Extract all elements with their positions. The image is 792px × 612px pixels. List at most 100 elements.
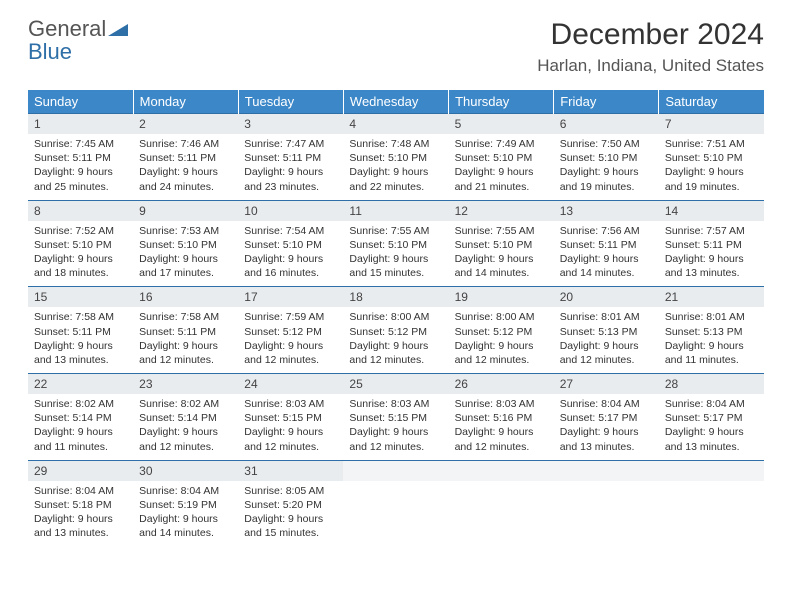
day-content-cell: Sunrise: 7:59 AMSunset: 5:12 PMDaylight:… xyxy=(238,307,343,373)
sunset-text: Sunset: 5:10 PM xyxy=(349,151,442,165)
day-number-row: 1234567 xyxy=(28,114,764,135)
day-number-cell xyxy=(659,460,764,481)
daylight-text: and 12 minutes. xyxy=(139,353,232,367)
weekday-header-row: Sunday Monday Tuesday Wednesday Thursday… xyxy=(28,90,764,114)
daylight-text: and 25 minutes. xyxy=(34,180,127,194)
day-content-cell xyxy=(659,481,764,547)
day-content-cell xyxy=(449,481,554,547)
sunrise-text: Sunrise: 7:59 AM xyxy=(244,310,337,324)
sunset-text: Sunset: 5:11 PM xyxy=(244,151,337,165)
day-content-cell: Sunrise: 8:03 AMSunset: 5:16 PMDaylight:… xyxy=(449,394,554,460)
day-content-cell: Sunrise: 8:04 AMSunset: 5:17 PMDaylight:… xyxy=(554,394,659,460)
daylight-text: Daylight: 9 hours xyxy=(560,425,653,439)
sunrise-text: Sunrise: 7:51 AM xyxy=(665,137,758,151)
day-content-cell: Sunrise: 7:58 AMSunset: 5:11 PMDaylight:… xyxy=(28,307,133,373)
day-number-cell: 11 xyxy=(343,200,448,221)
sunset-text: Sunset: 5:10 PM xyxy=(455,238,548,252)
sunset-text: Sunset: 5:12 PM xyxy=(349,325,442,339)
daylight-text: and 19 minutes. xyxy=(560,180,653,194)
daylight-text: and 14 minutes. xyxy=(139,526,232,540)
daylight-text: and 22 minutes. xyxy=(349,180,442,194)
day-content-cell: Sunrise: 7:55 AMSunset: 5:10 PMDaylight:… xyxy=(449,221,554,287)
day-number-row: 891011121314 xyxy=(28,200,764,221)
sunrise-text: Sunrise: 7:46 AM xyxy=(139,137,232,151)
weekday-header: Saturday xyxy=(659,90,764,114)
day-number-cell: 4 xyxy=(343,114,448,135)
day-content-cell xyxy=(554,481,659,547)
day-number-cell: 13 xyxy=(554,200,659,221)
daylight-text: Daylight: 9 hours xyxy=(560,252,653,266)
day-number-cell: 14 xyxy=(659,200,764,221)
daylight-text: Daylight: 9 hours xyxy=(560,339,653,353)
weekday-header: Monday xyxy=(133,90,238,114)
sunset-text: Sunset: 5:10 PM xyxy=(34,238,127,252)
daylight-text: Daylight: 9 hours xyxy=(349,425,442,439)
daylight-text: Daylight: 9 hours xyxy=(34,425,127,439)
daylight-text: Daylight: 9 hours xyxy=(139,165,232,179)
daylight-text: and 19 minutes. xyxy=(665,180,758,194)
day-content-cell: Sunrise: 8:01 AMSunset: 5:13 PMDaylight:… xyxy=(659,307,764,373)
sunset-text: Sunset: 5:15 PM xyxy=(349,411,442,425)
day-number-cell: 7 xyxy=(659,114,764,135)
daylight-text: Daylight: 9 hours xyxy=(244,512,337,526)
day-content-cell: Sunrise: 7:49 AMSunset: 5:10 PMDaylight:… xyxy=(449,134,554,200)
daylight-text: Daylight: 9 hours xyxy=(665,165,758,179)
sunset-text: Sunset: 5:18 PM xyxy=(34,498,127,512)
day-content-cell: Sunrise: 7:47 AMSunset: 5:11 PMDaylight:… xyxy=(238,134,343,200)
day-content-cell: Sunrise: 7:53 AMSunset: 5:10 PMDaylight:… xyxy=(133,221,238,287)
daylight-text: and 13 minutes. xyxy=(34,353,127,367)
day-number-cell: 5 xyxy=(449,114,554,135)
weekday-header: Thursday xyxy=(449,90,554,114)
sunset-text: Sunset: 5:10 PM xyxy=(244,238,337,252)
day-content-cell: Sunrise: 8:05 AMSunset: 5:20 PMDaylight:… xyxy=(238,481,343,547)
daylight-text: and 24 minutes. xyxy=(139,180,232,194)
day-content-cell: Sunrise: 7:55 AMSunset: 5:10 PMDaylight:… xyxy=(343,221,448,287)
day-content-cell: Sunrise: 8:04 AMSunset: 5:17 PMDaylight:… xyxy=(659,394,764,460)
daylight-text: and 13 minutes. xyxy=(665,440,758,454)
daylight-text: Daylight: 9 hours xyxy=(139,339,232,353)
day-number-cell: 28 xyxy=(659,374,764,395)
day-content-cell: Sunrise: 8:02 AMSunset: 5:14 PMDaylight:… xyxy=(28,394,133,460)
sunrise-text: Sunrise: 8:03 AM xyxy=(455,397,548,411)
sunrise-text: Sunrise: 7:55 AM xyxy=(455,224,548,238)
daylight-text: and 13 minutes. xyxy=(665,266,758,280)
day-number-cell: 10 xyxy=(238,200,343,221)
day-number-cell: 25 xyxy=(343,374,448,395)
sunrise-text: Sunrise: 7:49 AM xyxy=(455,137,548,151)
day-number-cell xyxy=(343,460,448,481)
sunrise-text: Sunrise: 7:53 AM xyxy=(139,224,232,238)
daylight-text: and 11 minutes. xyxy=(34,440,127,454)
day-number-cell xyxy=(449,460,554,481)
day-content-row: Sunrise: 7:52 AMSunset: 5:10 PMDaylight:… xyxy=(28,221,764,287)
logo-word1: General xyxy=(28,16,106,41)
sunrise-text: Sunrise: 8:04 AM xyxy=(560,397,653,411)
day-content-cell: Sunrise: 7:45 AMSunset: 5:11 PMDaylight:… xyxy=(28,134,133,200)
sunset-text: Sunset: 5:17 PM xyxy=(665,411,758,425)
sunrise-text: Sunrise: 7:50 AM xyxy=(560,137,653,151)
day-number-cell: 6 xyxy=(554,114,659,135)
daylight-text: and 12 minutes. xyxy=(244,353,337,367)
location-text: Harlan, Indiana, United States xyxy=(537,56,764,76)
daylight-text: Daylight: 9 hours xyxy=(665,339,758,353)
title-block: December 2024 Harlan, Indiana, United St… xyxy=(537,18,764,76)
day-content-cell: Sunrise: 8:02 AMSunset: 5:14 PMDaylight:… xyxy=(133,394,238,460)
sunset-text: Sunset: 5:11 PM xyxy=(665,238,758,252)
daylight-text: Daylight: 9 hours xyxy=(349,339,442,353)
day-number-cell: 21 xyxy=(659,287,764,308)
sunset-text: Sunset: 5:17 PM xyxy=(560,411,653,425)
day-number-cell: 19 xyxy=(449,287,554,308)
day-number-cell xyxy=(554,460,659,481)
sunset-text: Sunset: 5:11 PM xyxy=(139,151,232,165)
sunset-text: Sunset: 5:16 PM xyxy=(455,411,548,425)
day-content-row: Sunrise: 7:45 AMSunset: 5:11 PMDaylight:… xyxy=(28,134,764,200)
daylight-text: and 12 minutes. xyxy=(455,353,548,367)
daylight-text: and 12 minutes. xyxy=(139,440,232,454)
daylight-text: Daylight: 9 hours xyxy=(34,165,127,179)
sunrise-text: Sunrise: 8:03 AM xyxy=(244,397,337,411)
day-number-cell: 2 xyxy=(133,114,238,135)
sunrise-text: Sunrise: 7:45 AM xyxy=(34,137,127,151)
sunset-text: Sunset: 5:10 PM xyxy=(349,238,442,252)
daylight-text: and 12 minutes. xyxy=(244,440,337,454)
day-content-row: Sunrise: 7:58 AMSunset: 5:11 PMDaylight:… xyxy=(28,307,764,373)
sunrise-text: Sunrise: 8:01 AM xyxy=(560,310,653,324)
